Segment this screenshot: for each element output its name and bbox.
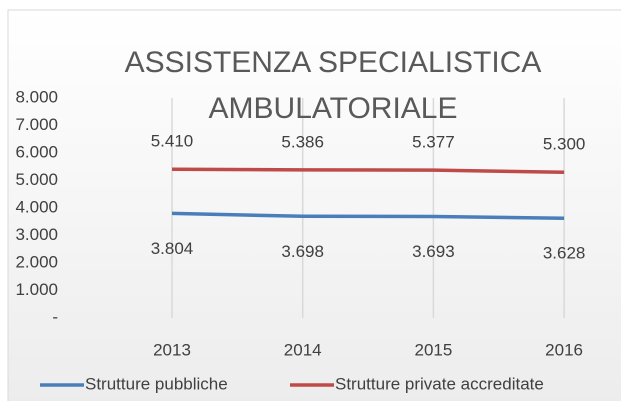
chart-background: [7, 9, 621, 401]
y-tick-label: 5.000: [15, 170, 58, 189]
series-line: [171, 211, 565, 220]
y-tick-label: 3.000: [15, 225, 58, 244]
data-label: 3.804: [151, 239, 194, 258]
data-label: 3.628: [543, 244, 586, 263]
chart-title: ASSISTENZA SPECIALISTICA AMBULATORIALE: [124, 46, 542, 125]
x-tick-label: 2013: [153, 340, 191, 359]
x-tick-label: 2014: [284, 340, 322, 359]
series-line: [171, 167, 565, 174]
x-tick-label: 2016: [545, 340, 583, 359]
y-tick-label: 4.000: [15, 197, 58, 216]
y-tick-label: -: [52, 307, 58, 326]
x-tick-label: 2015: [414, 340, 452, 359]
y-tick-label: 8.000: [15, 87, 58, 106]
y-tick-label: 2.000: [15, 252, 58, 271]
y-tick-label: 1.000: [15, 280, 58, 299]
legend-label: Strutture private accreditate: [335, 374, 544, 393]
data-label: 5.377: [412, 133, 455, 152]
data-label: 3.698: [281, 242, 324, 261]
data-label: 5.410: [151, 132, 194, 151]
y-tick-label: 7.000: [15, 115, 58, 134]
data-label: 3.693: [412, 242, 455, 261]
data-label: 5.300: [543, 135, 586, 154]
data-label: 5.386: [281, 132, 324, 151]
legend-label: Strutture pubbliche: [85, 374, 228, 393]
y-tick-label: 6.000: [15, 142, 58, 161]
